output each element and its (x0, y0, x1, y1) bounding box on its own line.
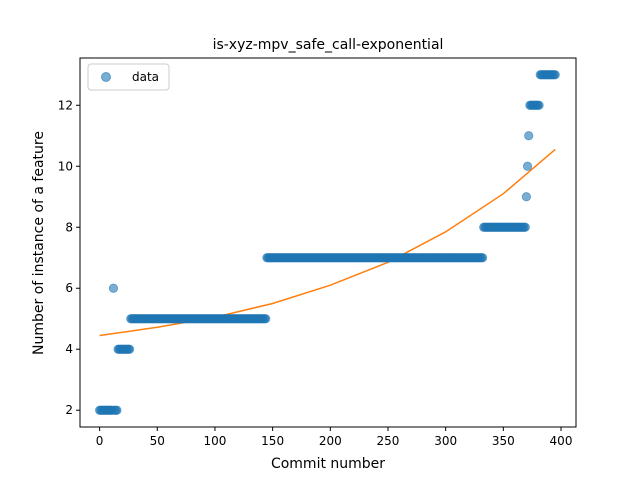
data-point (262, 315, 270, 323)
x-axis-label: Commit number (271, 456, 385, 472)
data-point (125, 345, 133, 353)
x-tick-label: 300 (434, 434, 457, 448)
data-point (478, 254, 486, 262)
data-point (521, 223, 529, 231)
data-point (535, 101, 543, 109)
legend: data (88, 64, 169, 90)
chart-title: is-xyz-mpv_safe_call-exponential (213, 37, 444, 53)
y-tick-label: 8 (65, 220, 73, 234)
x-tick-label: 200 (319, 434, 342, 448)
y-tick-label: 2 (65, 403, 73, 417)
y-axis-label: Number of instance of a feature (31, 131, 47, 355)
x-tick-label: 50 (150, 434, 165, 448)
data-point (113, 406, 121, 414)
legend-marker-data (102, 73, 111, 82)
data-point (109, 284, 117, 292)
x-tick-label: 250 (377, 434, 400, 448)
legend-label-data: data (132, 70, 159, 84)
x-tick-label: 100 (204, 434, 227, 448)
x-tick-label: 400 (550, 434, 573, 448)
x-tick-label: 0 (96, 434, 104, 448)
data-point (522, 193, 530, 201)
y-tick-label: 12 (58, 98, 73, 112)
data-point (525, 132, 533, 140)
x-tick-label: 350 (492, 434, 515, 448)
data-point (551, 71, 559, 79)
y-tick-label: 4 (65, 342, 73, 356)
y-tick-label: 10 (58, 159, 73, 173)
y-tick-label: 6 (65, 281, 73, 295)
x-tick-label: 150 (261, 434, 284, 448)
data-point (523, 162, 531, 170)
